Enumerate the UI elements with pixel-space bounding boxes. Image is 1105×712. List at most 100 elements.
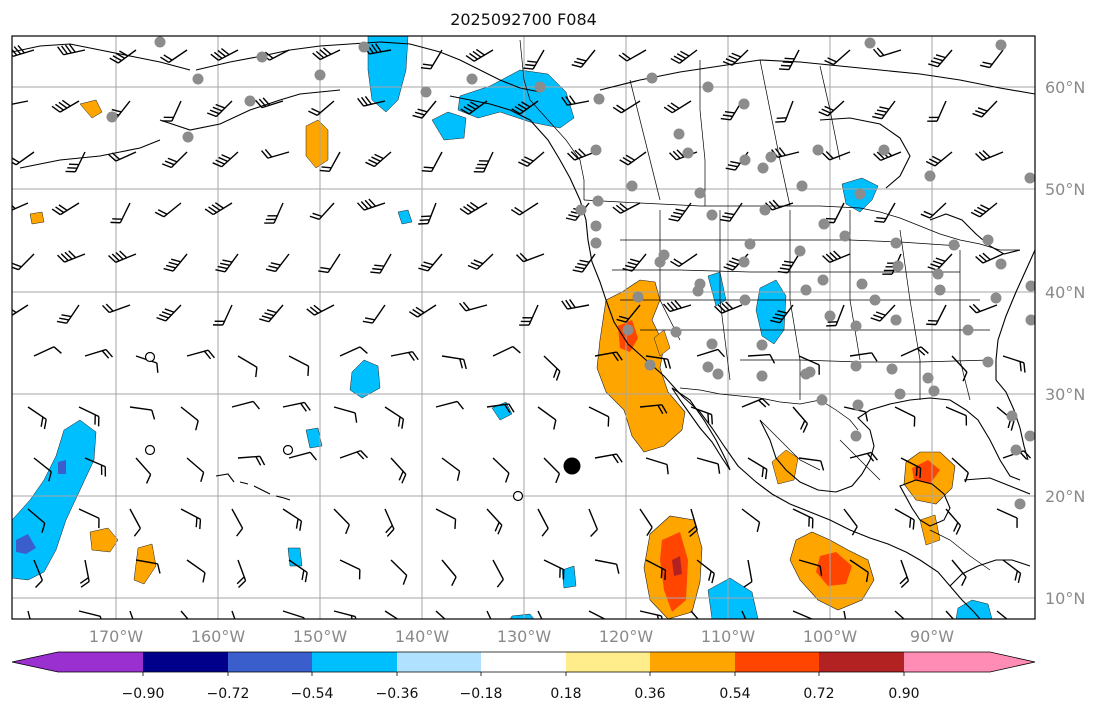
shaded-fields bbox=[12, 36, 993, 619]
wind-barb bbox=[622, 253, 647, 272]
station-dot bbox=[856, 278, 868, 290]
station-dot bbox=[694, 187, 706, 199]
border-states-v4 bbox=[849, 210, 861, 361]
lon-label: 150°W bbox=[293, 627, 348, 646]
lat-label: 50°N bbox=[1045, 180, 1085, 199]
colorbar-tick-label: 0.72 bbox=[803, 686, 834, 702]
wind-barb bbox=[288, 451, 317, 461]
colorbar-segment bbox=[397, 652, 481, 672]
station-dot bbox=[646, 72, 658, 84]
field-wpac-darkblue2 bbox=[58, 460, 66, 474]
wind-barb bbox=[365, 151, 392, 168]
wind-barb bbox=[798, 457, 825, 471]
wind-barb bbox=[231, 610, 241, 619]
field-carib-blue bbox=[955, 599, 993, 619]
wind-barb bbox=[309, 202, 335, 220]
wind-barb bbox=[670, 49, 698, 64]
wind-barb bbox=[996, 508, 1018, 528]
station-dot bbox=[962, 324, 974, 336]
wind-barb bbox=[696, 348, 726, 358]
wind-barb bbox=[970, 202, 998, 218]
wind-barb bbox=[792, 508, 814, 529]
wind-barb bbox=[792, 610, 814, 619]
colorbar-segment bbox=[904, 652, 990, 672]
wind-barb bbox=[319, 151, 341, 172]
wind-barb bbox=[894, 508, 915, 530]
wind-barb bbox=[356, 198, 386, 211]
wind-barb bbox=[843, 610, 849, 619]
station-dot bbox=[702, 361, 714, 373]
wind-barb bbox=[612, 202, 641, 214]
wind-barb bbox=[186, 349, 215, 360]
station-dot bbox=[800, 284, 812, 296]
wind-barb bbox=[645, 559, 667, 581]
wind-barb bbox=[688, 508, 698, 538]
station-dot bbox=[626, 180, 638, 192]
wind-barb bbox=[265, 253, 290, 273]
wind-barb bbox=[900, 457, 922, 478]
wind-barb bbox=[384, 610, 404, 619]
coast-arctic bbox=[599, 59, 1035, 95]
wind-barb bbox=[473, 151, 494, 173]
station-dot bbox=[744, 238, 756, 250]
calm-wind-circle bbox=[144, 444, 156, 456]
station-dot bbox=[192, 73, 204, 85]
colorbar-segment bbox=[312, 652, 397, 672]
field-wpac-orange1 bbox=[89, 527, 119, 553]
station-dot bbox=[922, 372, 934, 384]
wind-barb bbox=[588, 508, 599, 537]
wind-barb bbox=[84, 348, 114, 359]
station-dot bbox=[702, 81, 714, 93]
wind-barb bbox=[206, 100, 233, 118]
wind-barb bbox=[567, 148, 596, 161]
wind-barb bbox=[57, 43, 86, 56]
wind-barb bbox=[663, 100, 692, 114]
wind-barbs bbox=[12, 43, 1032, 619]
wind-barb bbox=[894, 406, 916, 427]
station-dot bbox=[934, 284, 946, 296]
wind-barb bbox=[108, 250, 137, 263]
lat-label: 20°N bbox=[1045, 487, 1085, 506]
station-dot bbox=[420, 86, 432, 98]
border-mexico-2 bbox=[839, 439, 881, 481]
field-california-orange bbox=[596, 279, 686, 453]
station-dot bbox=[593, 93, 605, 105]
wind-barb bbox=[543, 355, 561, 381]
station-dot bbox=[1025, 314, 1035, 326]
station-dot bbox=[712, 368, 724, 380]
wind-barb bbox=[79, 559, 90, 588]
colorbar-outline bbox=[11, 651, 1036, 673]
wind-barb bbox=[264, 202, 284, 224]
wind-barb bbox=[594, 559, 620, 574]
border-canada-1 bbox=[629, 79, 661, 201]
lon-label: 160°W bbox=[191, 627, 246, 646]
station-dot bbox=[756, 339, 768, 351]
wind-barb bbox=[645, 355, 672, 369]
wind-barb bbox=[186, 457, 205, 483]
station-dot bbox=[765, 151, 777, 163]
wind-barb bbox=[523, 49, 545, 70]
wind-barb bbox=[996, 610, 1015, 619]
wind-barb bbox=[588, 406, 610, 427]
coast-florida bbox=[995, 379, 1029, 461]
wind-barb bbox=[612, 100, 641, 114]
wind-barb bbox=[741, 610, 752, 619]
wind-barb bbox=[282, 610, 306, 619]
coast-gulf bbox=[759, 397, 1021, 493]
border-mexico-1 bbox=[759, 419, 821, 471]
coast-cuba bbox=[963, 477, 1031, 495]
colorbar-tick-label: −0.72 bbox=[207, 686, 250, 702]
station-dot bbox=[670, 326, 682, 338]
wind-barb bbox=[259, 304, 284, 323]
wind-barb bbox=[510, 202, 539, 216]
station-dot bbox=[824, 310, 836, 322]
station-dot bbox=[706, 209, 718, 221]
wind-barb bbox=[951, 355, 968, 382]
wind-barb bbox=[78, 406, 100, 427]
wind-barb bbox=[561, 95, 590, 106]
station-dot bbox=[739, 154, 751, 166]
border-states-v6 bbox=[959, 250, 971, 401]
wind-barb bbox=[645, 457, 669, 475]
wind-barb bbox=[186, 559, 206, 583]
wind-barb bbox=[537, 406, 557, 430]
